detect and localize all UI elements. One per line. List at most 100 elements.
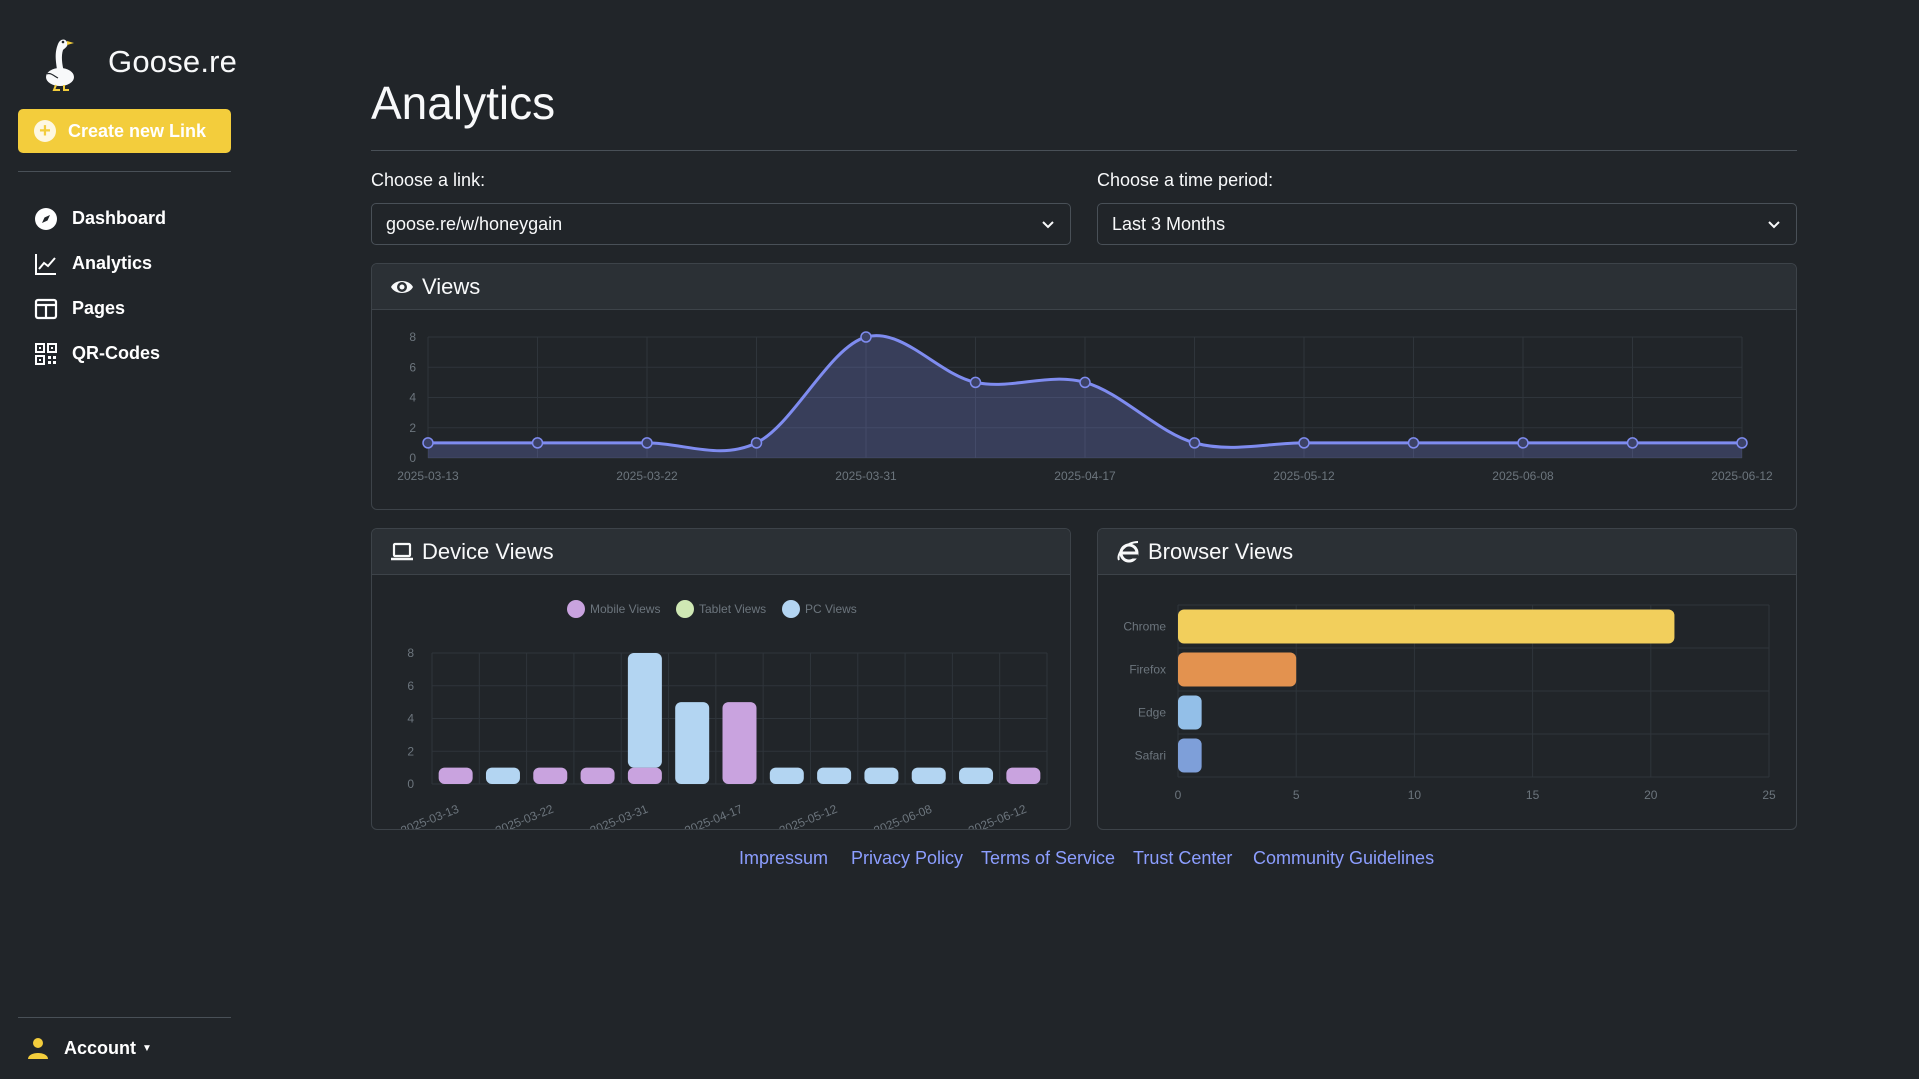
footer-link-privacy-policy[interactable]: Privacy Policy — [851, 848, 964, 868]
create-link-label: Create new Link — [68, 120, 207, 141]
period-select-value: Last 3 Months — [1112, 213, 1226, 234]
x-tick-label: 5 — [1293, 788, 1300, 802]
bar — [1178, 609, 1675, 644]
eye-icon — [391, 280, 413, 293]
footer-link-impressum[interactable]: Impressum — [739, 848, 829, 868]
sidebar-item-label: Analytics — [72, 253, 153, 273]
device-card: Device Views 0 2 4 6 8 Mobile Views Tablet Vie… — [371, 528, 1071, 830]
period-select-label: Choose a time period: — [1097, 170, 1274, 190]
sidebar-divider — [18, 171, 231, 172]
sidebar-item-label: Dashboard — [72, 208, 167, 228]
data-point — [1079, 376, 1091, 389]
y-tick-label: Safari — [1135, 749, 1166, 763]
sidebar-item-pages[interactable]: Pages — [34, 286, 166, 331]
sidebar-item-label: Pages — [72, 298, 126, 318]
browser-card-title: Browser Views — [1148, 538, 1294, 564]
device-chart: 0 2 4 6 8 Mobile Views Tablet Views PC Views 202… — [399, 600, 1048, 829]
x-tick-label: 10 — [1408, 788, 1422, 802]
y-tick-label: 6 — [407, 679, 414, 693]
y-tick-label: 4 — [409, 391, 416, 405]
bar — [627, 767, 662, 784]
y-tick-label: 6 — [409, 360, 416, 374]
legend-label: Mobile Views — [590, 602, 660, 616]
sidebar-item-dashboard[interactable]: Dashboard — [34, 196, 166, 241]
views-card-header: Views — [372, 264, 1796, 310]
sidebar-item-qr-codes[interactable]: QR-Codes — [34, 331, 166, 376]
sidebar-item-label: QR-Codes — [72, 343, 161, 363]
y-tick-label: 0 — [409, 451, 416, 465]
bar — [675, 702, 710, 784]
chevron-down-icon — [1768, 221, 1780, 229]
link-select-label: Choose a link: — [371, 170, 486, 190]
x-tick-label: 2025-03-31 — [588, 802, 650, 829]
y-tick-label: 2 — [409, 421, 416, 435]
period-select[interactable]: Last 3 Months — [1097, 203, 1797, 245]
legend-swatch — [676, 600, 694, 618]
caret-down-icon: ▼ — [142, 1042, 152, 1054]
bar — [911, 767, 946, 784]
bar — [959, 767, 994, 784]
sidebar-item-analytics[interactable]: Analytics — [34, 241, 166, 286]
title-divider — [371, 150, 1797, 151]
device-card-header: Device Views — [372, 529, 1070, 575]
data-point — [1736, 437, 1748, 449]
views-card: Views 0 2 4 6 8 2025-03-13 2025-03-22 2025-03-3… — [371, 263, 1797, 510]
legend-swatch — [567, 600, 585, 618]
plus-circle-icon: + — [34, 120, 56, 142]
bar — [1178, 695, 1202, 730]
x-tick-label: 2025-05-12 — [777, 802, 839, 829]
x-tick-label: 2025-05-12 — [1273, 469, 1335, 483]
y-tick-label: 8 — [409, 330, 416, 344]
footer: Impressum Privacy Policy Terms of Servic… — [0, 848, 1919, 876]
link-select[interactable]: goose.re/w/honeygain — [371, 203, 1071, 245]
link-select-value: goose.re/w/honeygain — [386, 213, 563, 234]
x-tick-label: 20 — [1644, 788, 1658, 802]
sidebar: Goose.re + Create new Link Dashboard Ana… — [0, 0, 248, 1079]
qr-code-icon — [35, 342, 57, 365]
bar — [722, 702, 757, 784]
page-title: Analytics — [371, 77, 556, 129]
goose-logo-icon — [46, 39, 74, 91]
x-tick-label: 2025-03-13 — [397, 469, 459, 483]
compass-icon — [35, 207, 57, 230]
data-point — [969, 376, 982, 389]
x-tick-label: 2025-03-13 — [399, 802, 461, 829]
x-tick-label: 0 — [1175, 788, 1182, 802]
device-card-title: Device Views — [422, 538, 554, 564]
y-tick-label: Firefox — [1129, 663, 1166, 677]
bar — [1178, 738, 1202, 773]
legend-label: PC Views — [805, 602, 857, 616]
bar — [864, 767, 899, 784]
layout-icon — [34, 298, 58, 319]
y-tick-label: 0 — [407, 777, 414, 791]
x-tick-label: 15 — [1526, 788, 1540, 802]
data-point — [531, 437, 544, 449]
y-tick-label: 4 — [407, 712, 414, 726]
bar — [817, 767, 852, 784]
sidebar-divider — [18, 1017, 231, 1018]
legend-label: Tablet Views — [699, 602, 766, 616]
y-tick-label: 2 — [407, 744, 414, 758]
x-tick-label: 2025-06-12 — [966, 802, 1028, 829]
footer-link-terms-of-service[interactable]: Terms of Service — [981, 848, 1116, 868]
data-point — [1407, 437, 1420, 449]
data-point — [641, 437, 653, 449]
views-card-title: Views — [422, 273, 481, 299]
brand[interactable]: Goose.re — [34, 32, 237, 92]
chart-line-icon — [35, 253, 56, 275]
browser-card: Browser Views 0 5 10 15 20 25 Chrome Firefox Edg… — [1097, 528, 1797, 830]
footer-link-trust-center[interactable]: Trust Center — [1133, 848, 1233, 868]
y-tick-label: 8 — [407, 646, 414, 660]
create-link-button[interactable]: + Create new Link — [18, 109, 231, 153]
data-point — [1188, 437, 1201, 449]
legend-swatch — [782, 600, 800, 618]
account-menu[interactable]: Account ▼ — [26, 1036, 152, 1060]
data-point — [860, 331, 872, 343]
bar — [580, 767, 615, 784]
y-tick-label: Chrome — [1123, 620, 1166, 634]
x-tick-label: 2025-06-08 — [1492, 469, 1554, 483]
x-tick-label: 2025-03-31 — [835, 469, 897, 483]
laptop-icon — [391, 542, 413, 560]
bar — [1006, 767, 1041, 784]
footer-link-community-guidelines[interactable]: Community Guidelines — [1253, 848, 1435, 868]
